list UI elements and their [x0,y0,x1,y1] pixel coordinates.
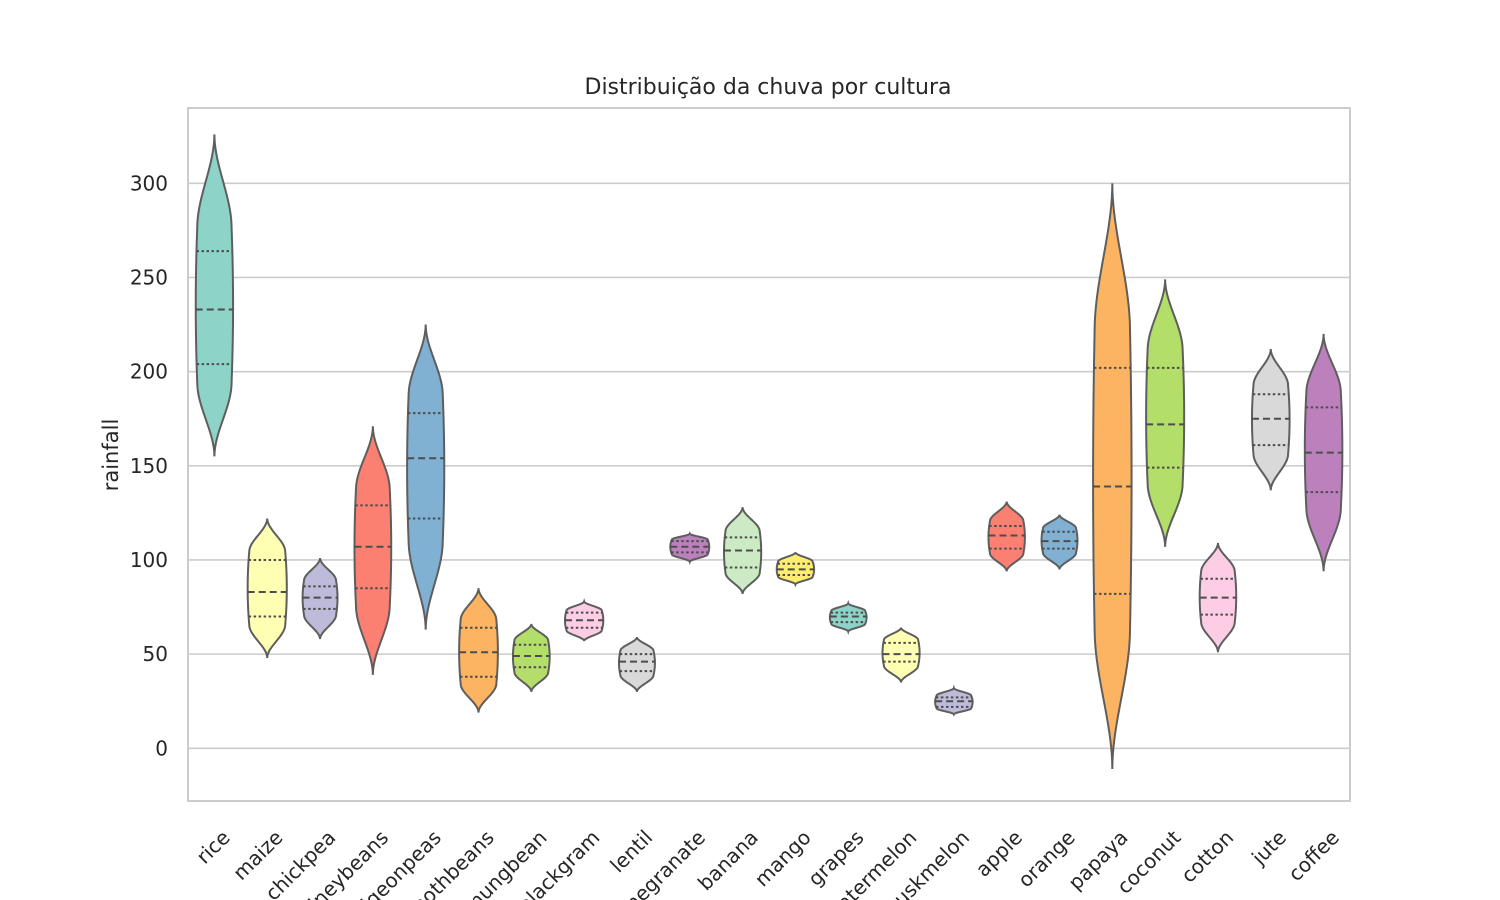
x-tick-label: rice [191,825,234,868]
violin-mango [775,552,816,588]
violin-pigeonpeas [406,324,446,630]
x-tick-label: jute [1246,825,1291,870]
violin-lentil [617,636,656,692]
y-tick-label: 250 [130,265,168,289]
y-tick-label: 200 [130,360,168,384]
violins [194,134,1344,770]
y-axis-label: rainfall [99,419,123,492]
y-tick-labels: 0 50 100 150 200 250 300 [130,171,168,760]
plot-frame [187,107,1351,802]
violin-banana [722,507,763,594]
x-tick-label: cotton [1176,825,1238,887]
x-tick-label: mango [750,825,816,891]
y-tick-label: 300 [130,171,168,195]
y-tick-label: 150 [130,454,168,478]
violin-rice [194,134,235,457]
y-tick-label: 0 [155,736,168,760]
violin-mothbeans [458,588,499,713]
violin-coconut [1145,279,1186,547]
y-tick-label: 100 [130,548,168,572]
chart-title: Distribuição da chuva por cultura [585,75,952,100]
y-tick-label: 50 [143,642,168,666]
violin-kidneybeans [353,426,393,675]
violin-cotton [1198,542,1238,653]
violin-jute [1250,348,1291,491]
x-tick-label: coffee [1283,825,1344,886]
violin-maize [246,518,288,658]
violin-mungbean [511,623,551,692]
violin-apple [987,501,1026,572]
violin-papaya [1092,183,1133,770]
x-tick-labels: ricemaizechickpeakidneybeanspigeonpeasmo… [191,825,1343,900]
violin-watermelon [881,627,921,683]
